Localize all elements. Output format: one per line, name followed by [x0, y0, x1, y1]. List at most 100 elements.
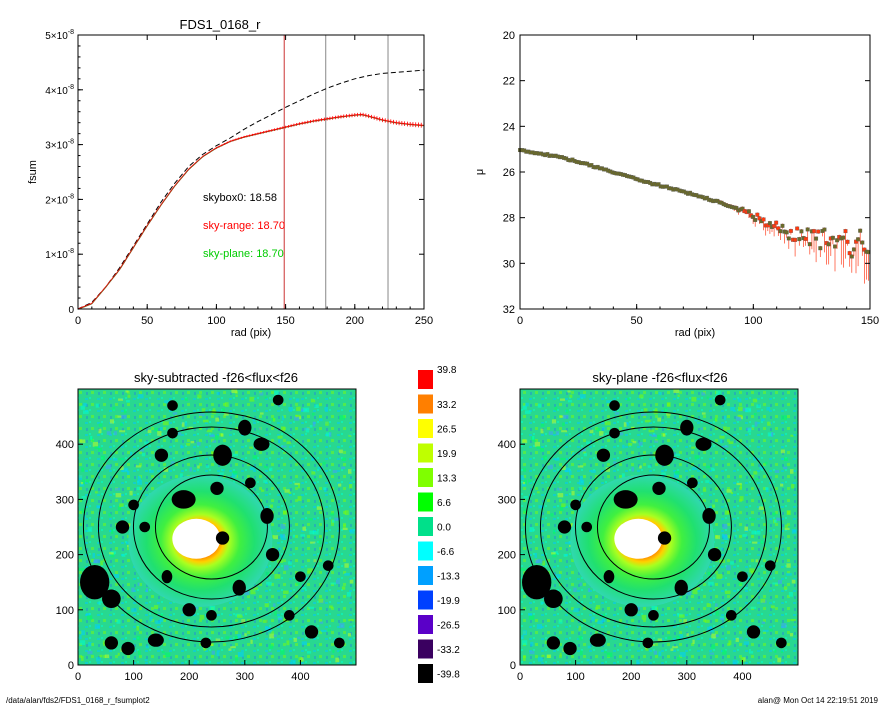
image-speckle	[194, 604, 199, 610]
image-speckle	[250, 589, 256, 595]
image-speckle	[282, 510, 288, 515]
colorbar-swatch	[418, 419, 433, 438]
image-speckle	[657, 434, 661, 440]
mu-point	[797, 237, 802, 242]
image-speckle	[658, 651, 662, 657]
image-speckle	[310, 398, 316, 403]
image-speckle	[308, 518, 313, 521]
image-speckle	[675, 453, 681, 457]
image-speckle	[330, 512, 335, 516]
image-speckle	[784, 457, 789, 462]
image-speckle	[752, 398, 758, 403]
image-speckle	[329, 432, 332, 437]
image-speckle	[579, 394, 586, 399]
colorbar-swatch	[418, 370, 433, 389]
image-speckle	[754, 421, 758, 427]
image-speckle	[567, 400, 572, 403]
image-speckle	[114, 487, 121, 491]
image-speckle	[330, 582, 337, 585]
image-speckle	[786, 573, 792, 576]
image-speckle	[631, 426, 635, 429]
image-speckle	[743, 587, 749, 590]
image-speckle	[759, 466, 765, 470]
isophote-ellipse	[574, 454, 732, 600]
image-speckle	[280, 649, 285, 655]
image-speckle	[88, 641, 92, 647]
image-speckle	[701, 412, 706, 415]
image-speckle	[704, 619, 710, 623]
image-speckle	[553, 529, 556, 534]
image-speckle	[730, 561, 734, 565]
image-speckle	[619, 432, 624, 436]
image-speckle	[521, 439, 528, 444]
image-speckle	[560, 398, 566, 401]
image-speckle	[552, 553, 557, 558]
sky-plane-frame	[519, 388, 799, 666]
mu-x-tick-label: 100	[744, 315, 762, 327]
image-speckle	[112, 406, 116, 411]
image-speckle	[250, 639, 253, 644]
image-speckle	[521, 483, 527, 487]
image-speckle	[790, 434, 794, 437]
image-speckle	[748, 651, 754, 654]
image-speckle	[273, 603, 276, 607]
image-speckle	[567, 390, 571, 393]
mu-point	[805, 227, 810, 232]
image-speckle	[319, 621, 324, 624]
image-speckle	[579, 475, 583, 481]
mu-y-tick-label: 28	[503, 213, 515, 225]
image-speckle	[79, 483, 85, 487]
colorbar-label: 6.6	[437, 498, 451, 509]
image-speckle	[762, 629, 769, 632]
image-speckle	[137, 582, 140, 586]
image-speckle	[202, 419, 209, 423]
image-speckle	[547, 464, 553, 470]
image-speckle	[109, 552, 114, 555]
image-speckle	[529, 650, 535, 655]
image-speckle	[761, 621, 766, 624]
mu-point	[856, 237, 861, 242]
image-speckle	[349, 579, 354, 584]
image-speckle	[203, 648, 207, 651]
image-speckle	[164, 400, 171, 404]
mu-point	[656, 182, 661, 187]
sky-subtracted-image: sky-subtracted -f26<flux<f26 0 100 200 300 4…	[56, 370, 357, 683]
mu-y-tick-label: 22	[503, 76, 515, 88]
masked-source	[522, 564, 552, 600]
image-speckle	[209, 605, 216, 610]
image-speckle	[147, 429, 152, 434]
image-speckle	[284, 489, 290, 493]
image-speckle	[209, 434, 215, 437]
image-x-tick-label: 200	[180, 671, 198, 683]
mu-point	[795, 226, 800, 231]
image-speckle	[81, 655, 84, 661]
image-speckle	[317, 466, 323, 470]
image-speckle	[777, 657, 782, 663]
colorbar-swatch	[418, 541, 433, 561]
fsum-y-tick-label: 0	[68, 305, 74, 316]
image-speckle	[599, 431, 604, 436]
masked-source	[613, 490, 638, 509]
mu-point	[767, 221, 772, 226]
image-speckle	[740, 657, 744, 662]
image-speckle	[347, 633, 351, 637]
image-speckle	[537, 403, 542, 408]
masked-source	[167, 427, 178, 439]
image-speckle	[141, 453, 145, 457]
image-speckle	[325, 421, 329, 426]
colorbar-swatch	[418, 566, 433, 585]
image-speckle	[258, 427, 262, 430]
image-speckle	[767, 421, 771, 426]
image-speckle	[136, 635, 141, 641]
image-speckle	[672, 646, 678, 649]
image-y-tick-label: 400	[498, 439, 516, 451]
mu-point	[826, 242, 831, 247]
image-speckle	[108, 513, 112, 517]
image-speckle	[119, 430, 126, 433]
masked-source	[102, 589, 121, 609]
isophote-ellipse	[539, 426, 767, 628]
image-speckle	[781, 623, 787, 629]
masked-source	[603, 570, 615, 584]
footer-user-stamp: alan@ Mon Oct 14 22:19:51 2019	[758, 696, 879, 705]
masked-source	[139, 521, 151, 533]
